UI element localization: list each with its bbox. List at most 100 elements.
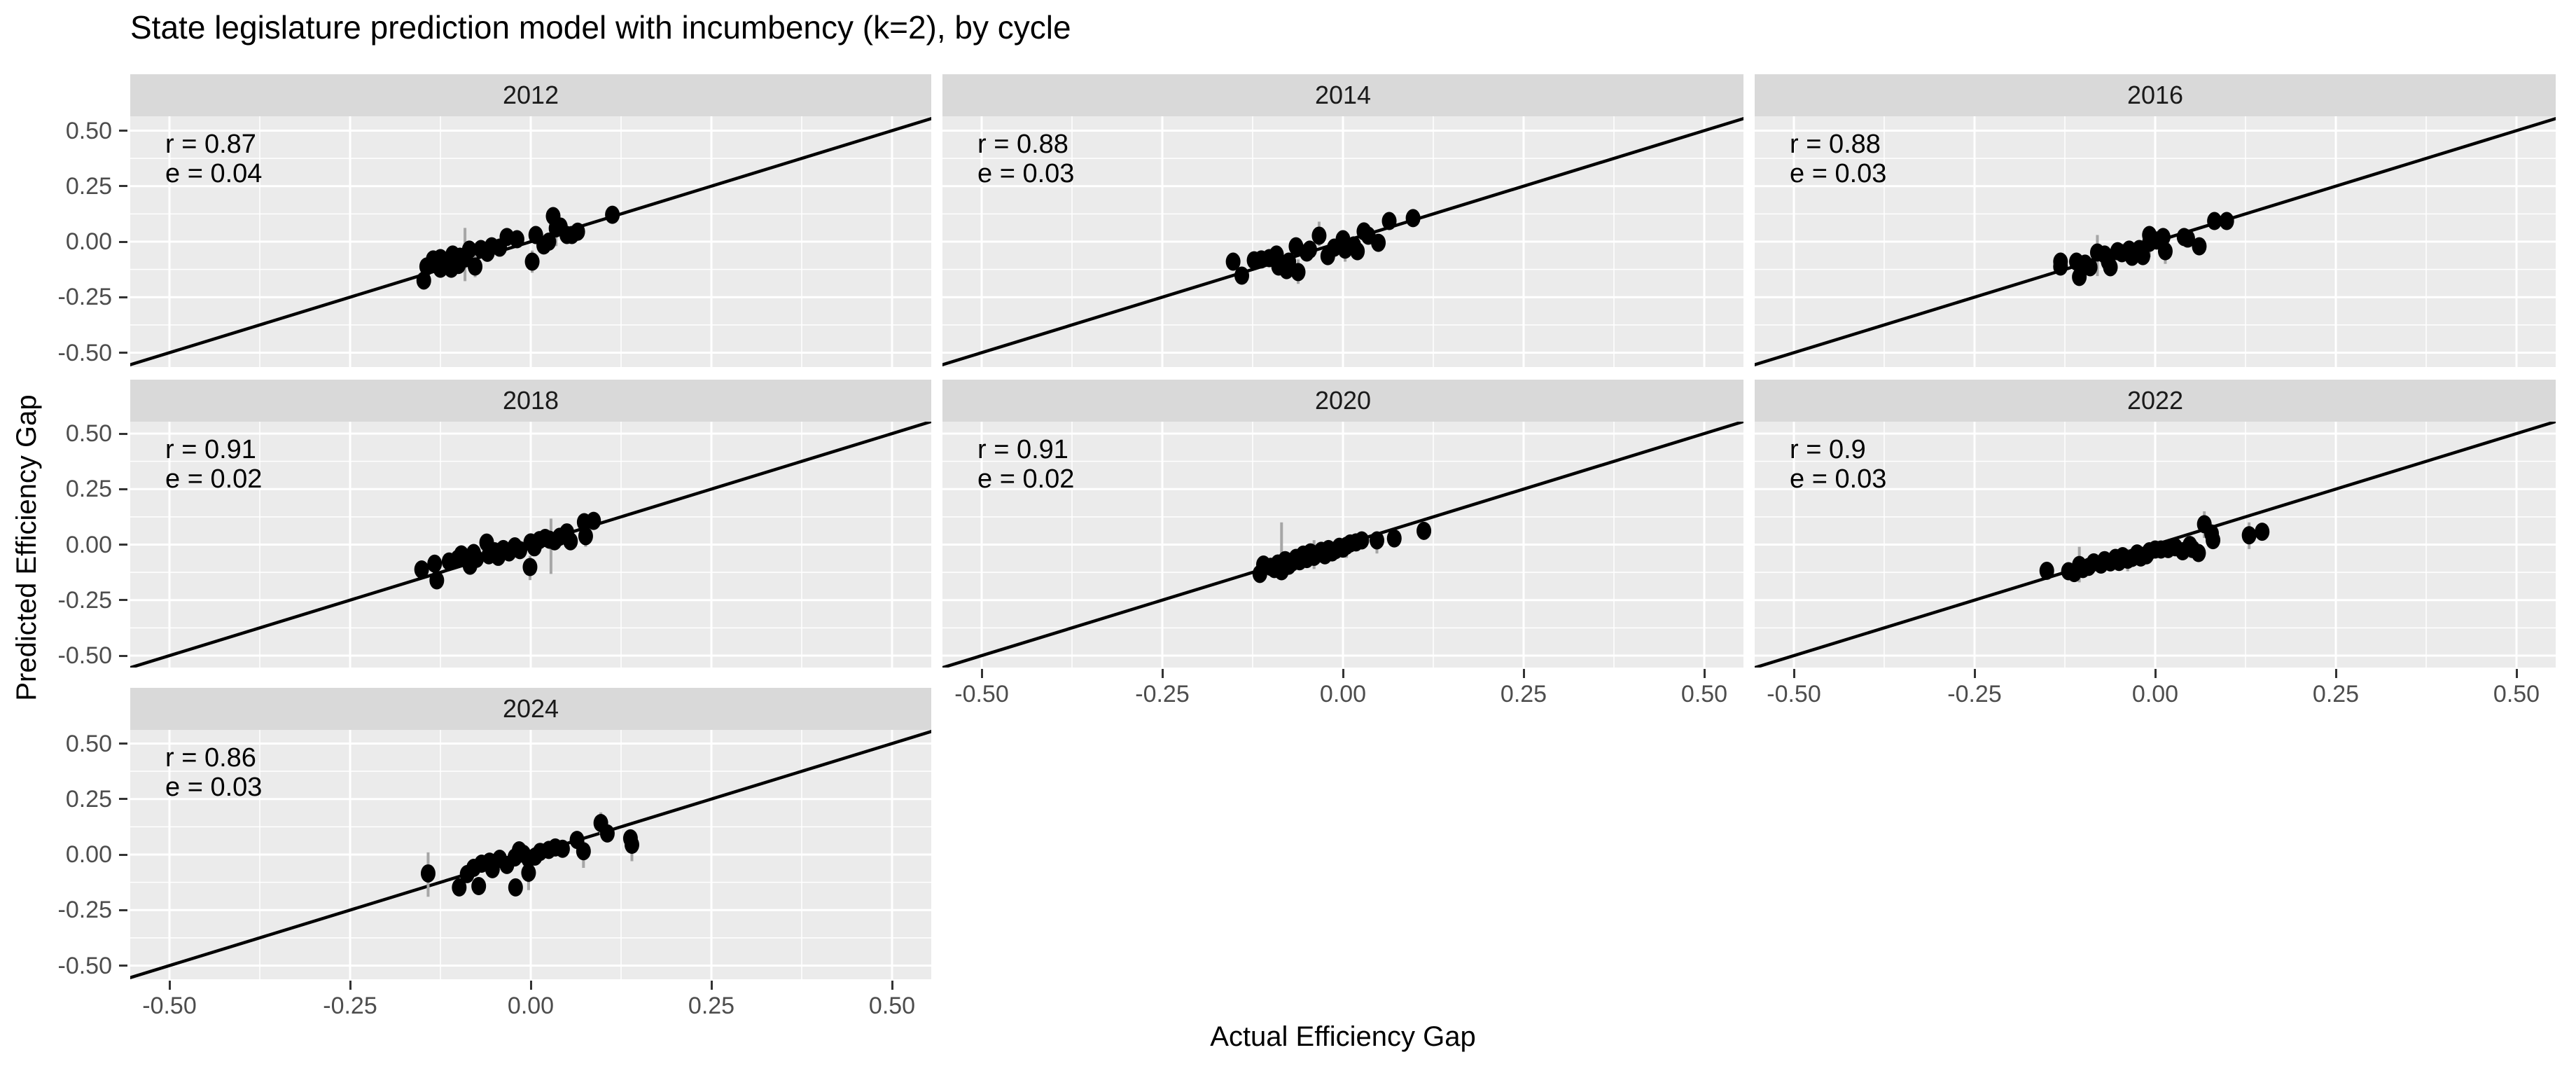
facet-strip-2014: 2014 <box>942 74 1743 116</box>
y-tick-mark <box>119 432 127 435</box>
data-point <box>2103 258 2118 277</box>
data-point <box>2191 544 2206 562</box>
data-point <box>578 527 593 546</box>
y-tick-mark <box>119 185 127 188</box>
annotation-e: e = 0.02 <box>977 464 1074 494</box>
data-point <box>2180 229 2195 248</box>
page-title: State legislature prediction model with … <box>130 9 1071 46</box>
data-point <box>454 545 469 564</box>
y-tick-label: -0.50 <box>57 952 113 979</box>
data-point <box>1225 252 1241 271</box>
data-point <box>427 554 443 573</box>
facet-strip-label: 2014 <box>1314 81 1372 109</box>
x-tick-mark <box>1792 669 1795 678</box>
y-tick-mark <box>119 240 127 243</box>
facet-panel-2012: r = 0.87e = 0.04 <box>130 116 931 367</box>
y-tick-mark <box>119 654 127 657</box>
facet-strip-2018: 2018 <box>130 380 931 422</box>
y-tick-label: 0.50 <box>65 420 112 447</box>
x-tick-label: -0.50 <box>1767 681 1821 707</box>
annotation-r: r = 0.88 <box>1790 130 1881 159</box>
y-tick-label: -0.50 <box>57 642 113 669</box>
data-point <box>1281 252 1297 271</box>
y-tick-label: 0.50 <box>65 730 112 757</box>
facet-panel-2014: r = 0.88e = 0.03 <box>942 116 1743 367</box>
data-point <box>2219 212 2234 230</box>
annotation-r: r = 0.9 <box>1790 435 1866 464</box>
annotation-e: e = 0.03 <box>165 773 262 802</box>
data-point <box>605 205 620 224</box>
data-point <box>429 571 445 590</box>
identity-line <box>130 116 931 367</box>
y-tick-mark <box>119 544 127 546</box>
x-tick-label: 0.25 <box>2312 681 2360 707</box>
x-tick-mark <box>2154 669 2157 678</box>
x-tick-mark <box>1342 669 1344 678</box>
facet-strip-label: 2018 <box>502 386 559 415</box>
facet-strip-label: 2016 <box>2126 81 2184 109</box>
x-tick-label: 0.25 <box>688 993 735 1019</box>
facet-panel-2024: r = 0.86e = 0.03 <box>130 730 931 979</box>
x-tick-label: -0.25 <box>323 993 377 1019</box>
y-tick-label: -0.25 <box>57 897 113 924</box>
data-point <box>586 511 601 530</box>
data-point <box>2255 523 2270 541</box>
data-point <box>416 271 431 290</box>
x-tick-label: 0.50 <box>2493 681 2540 707</box>
data-point <box>1386 529 1402 548</box>
data-point <box>513 541 528 560</box>
y-tick-mark <box>119 742 127 745</box>
x-tick-mark <box>1522 669 1525 678</box>
x-tick-mark <box>1161 669 1164 678</box>
y-tick-label: 0.00 <box>65 841 112 868</box>
y-tick-label: -0.25 <box>57 586 113 614</box>
x-tick-mark <box>980 669 983 678</box>
data-point <box>471 877 487 896</box>
annotation-r: r = 0.88 <box>977 130 1068 159</box>
data-point <box>2082 258 2098 277</box>
x-tick-mark <box>2334 669 2337 678</box>
data-point <box>624 836 639 855</box>
y-tick-label: -0.25 <box>57 284 113 311</box>
y-tick-label: 0.25 <box>65 785 112 813</box>
y-tick-mark <box>119 488 127 490</box>
data-point <box>2206 531 2221 550</box>
annotation-e: e = 0.02 <box>165 464 262 494</box>
y-tick-label: 0.00 <box>65 531 112 558</box>
data-point <box>2207 212 2222 230</box>
x-tick-label: 0.50 <box>868 993 916 1019</box>
facet-strip-2020: 2020 <box>942 380 1743 422</box>
annotation-e: e = 0.04 <box>165 159 262 188</box>
x-tick-label: 0.00 <box>1319 681 1367 707</box>
x-tick-mark <box>1973 669 1976 678</box>
x-tick-mark <box>529 981 532 990</box>
x-tick-mark <box>349 981 351 990</box>
annotation-r: r = 0.87 <box>165 130 256 159</box>
x-tick-label: 0.25 <box>1500 681 1547 707</box>
data-point <box>1405 209 1421 228</box>
x-tick-label: 0.50 <box>1680 681 1728 707</box>
data-point <box>2192 237 2207 256</box>
facet-panel-2016: r = 0.88e = 0.03 <box>1755 116 2556 367</box>
y-tick-label: -0.50 <box>57 339 113 366</box>
data-point <box>2241 526 2257 545</box>
facet-strip-label: 2020 <box>1314 386 1372 415</box>
facet-strip-2016: 2016 <box>1755 74 2556 116</box>
x-tick-label: -0.25 <box>1947 681 2002 707</box>
y-tick-label: 0.25 <box>65 172 112 200</box>
data-point <box>461 240 477 259</box>
x-tick-mark <box>168 981 171 990</box>
data-point <box>468 257 483 276</box>
data-point <box>570 222 585 241</box>
x-tick-mark <box>2515 669 2518 678</box>
y-tick-mark <box>119 296 127 298</box>
facet-panel-2022: r = 0.9e = 0.03 <box>1755 422 2556 668</box>
facet-panel-2018: r = 0.91e = 0.02 <box>130 422 931 668</box>
y-tick-mark <box>119 798 127 801</box>
data-point <box>2157 242 2173 261</box>
y-tick-label: 0.50 <box>65 117 112 144</box>
data-point <box>2135 247 2150 265</box>
data-point <box>2072 268 2087 286</box>
data-point <box>521 863 536 882</box>
